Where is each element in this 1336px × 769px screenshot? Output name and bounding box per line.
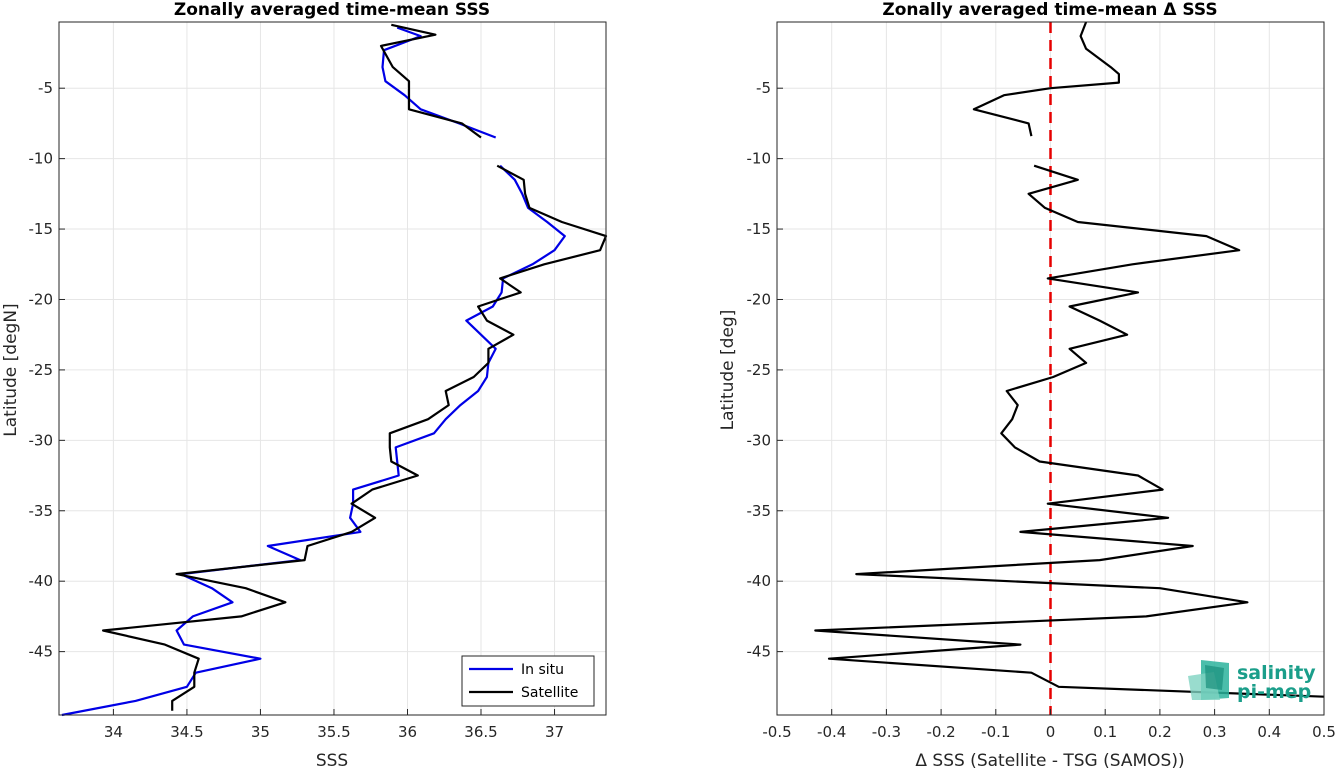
sss-x-axis-label: SSS bbox=[316, 751, 348, 769]
sss-x-ticks: 34 34.5 35 35.5 36 36.5 37 bbox=[104, 709, 564, 741]
logo-line1: salinity bbox=[1237, 662, 1316, 684]
sss-y-tick-label: -20 bbox=[29, 290, 54, 308]
sss-y-axis-label: Latitude [degN] bbox=[1, 303, 21, 436]
legend-satellite-label: Satellite bbox=[521, 685, 578, 701]
delta-sss-y-tick-label: -5 bbox=[756, 79, 771, 97]
delta-sss-chart-title: Zonally averaged time-mean Δ SSS bbox=[882, 0, 1217, 20]
sss-x-tick-label: 35 bbox=[251, 723, 270, 741]
delta-sss-series bbox=[814, 21, 1325, 698]
sss-plot-frame bbox=[58, 21, 607, 716]
sss-plot-area bbox=[59, 22, 606, 715]
delta-sss-axes: -0.5 -0.4 -0.3 -0.2 -0.1 0 0.1 0.2 0.3 0.4 0.5 -5-… bbox=[718, 0, 1336, 769]
delta-sss-y-tick-label: -35 bbox=[747, 502, 772, 520]
delta-sss-y-ticks: -5 -10 -15 -20 -25 -30 -35 -40 -45 bbox=[747, 79, 783, 661]
sss-series bbox=[61, 23, 608, 717]
sss-y-tick-label: -25 bbox=[29, 361, 54, 379]
sss-series-satellite-line bbox=[101, 164, 608, 711]
delta-sss-y-tick-label: -40 bbox=[747, 572, 772, 590]
delta-sss-x-tick-label: -0.2 bbox=[926, 723, 955, 741]
delta-sss-x-ticks: -0.5 -0.4 -0.3 -0.2 -0.1 0 0.1 0.2 0.3 0.4 0.5 bbox=[762, 709, 1336, 741]
delta-sss-y-tick-label: -10 bbox=[747, 150, 772, 168]
delta-sss-y-tick-label: -15 bbox=[747, 220, 772, 238]
sss-x-tick-label: 34 bbox=[104, 723, 123, 741]
sss-y-tick-label: -40 bbox=[29, 572, 54, 590]
delta-sss-y-axis-label: Latitude [deg] bbox=[718, 310, 738, 431]
logo-mark-accent-icon bbox=[1205, 665, 1224, 690]
sss-y-tick-label: -30 bbox=[29, 431, 54, 449]
salinity-pi-mep-logo: salinity pi-mep bbox=[1188, 660, 1316, 703]
delta-sss-x-tick-label: 0.5 bbox=[1312, 723, 1336, 741]
delta-sss-series-delta-line bbox=[814, 164, 1325, 698]
sss-x-tick-label: 35.5 bbox=[317, 723, 350, 741]
sss-x-tick-label: 36.5 bbox=[464, 723, 497, 741]
delta-sss-x-tick-label: -0.4 bbox=[817, 723, 846, 741]
sss-y-ticks: -5 -10 -15 -20 -25 -30 -35 -40 -45 bbox=[29, 79, 65, 661]
delta-sss-y-tick-label: -20 bbox=[747, 290, 772, 308]
logo-line2: pi-mep bbox=[1237, 681, 1311, 703]
delta-sss-x-tick-label: -0.5 bbox=[762, 723, 791, 741]
sss-y-tick-label: -15 bbox=[29, 220, 54, 238]
sss-x-tick-label: 34.5 bbox=[170, 723, 203, 741]
delta-sss-x-tick-label: 0.1 bbox=[1093, 723, 1117, 741]
sss-series-in-situ-line bbox=[61, 164, 566, 717]
delta-sss-x-tick-label: 0.3 bbox=[1203, 723, 1227, 741]
sss-y-tick-label: -10 bbox=[29, 150, 54, 168]
delta-sss-y-tick-label: -25 bbox=[747, 361, 772, 379]
delta-sss-x-tick-label: -0.1 bbox=[981, 723, 1010, 741]
legend-box bbox=[461, 655, 595, 707]
legend-in-situ-label: In situ bbox=[521, 662, 564, 678]
sss-y-tick-label: -5 bbox=[38, 79, 53, 97]
delta-sss-y-tick-label: -30 bbox=[747, 431, 772, 449]
delta-sss-x-tick-label: 0 bbox=[1046, 723, 1056, 741]
delta-sss-x-tick-label: 0.2 bbox=[1148, 723, 1172, 741]
delta-sss-x-tick-label: -0.3 bbox=[872, 723, 901, 741]
delta-sss-y-tick-label: -45 bbox=[747, 643, 772, 661]
delta-sss-x-tick-label: 0.4 bbox=[1257, 723, 1281, 741]
sss-series-satellite-line bbox=[379, 23, 482, 139]
sss-y-tick-label: -45 bbox=[29, 643, 54, 661]
delta-sss-x-axis-label: Δ SSS (Satellite - TSG (SAMOS)) bbox=[915, 751, 1184, 769]
sss-axes: 34 34.5 35 35.5 36 36.5 37 -5 -10 -15 -20 -25 -30 -3… bbox=[1, 0, 608, 769]
sss-x-tick-label: 36 bbox=[398, 723, 417, 741]
legend: In situ Satellite bbox=[461, 655, 595, 707]
sss-y-tick-label: -35 bbox=[29, 502, 54, 520]
delta-sss-series-delta-line bbox=[972, 21, 1121, 137]
sss-x-tick-label: 37 bbox=[545, 723, 564, 741]
sss-chart-title: Zonally averaged time-mean SSS bbox=[174, 0, 490, 20]
